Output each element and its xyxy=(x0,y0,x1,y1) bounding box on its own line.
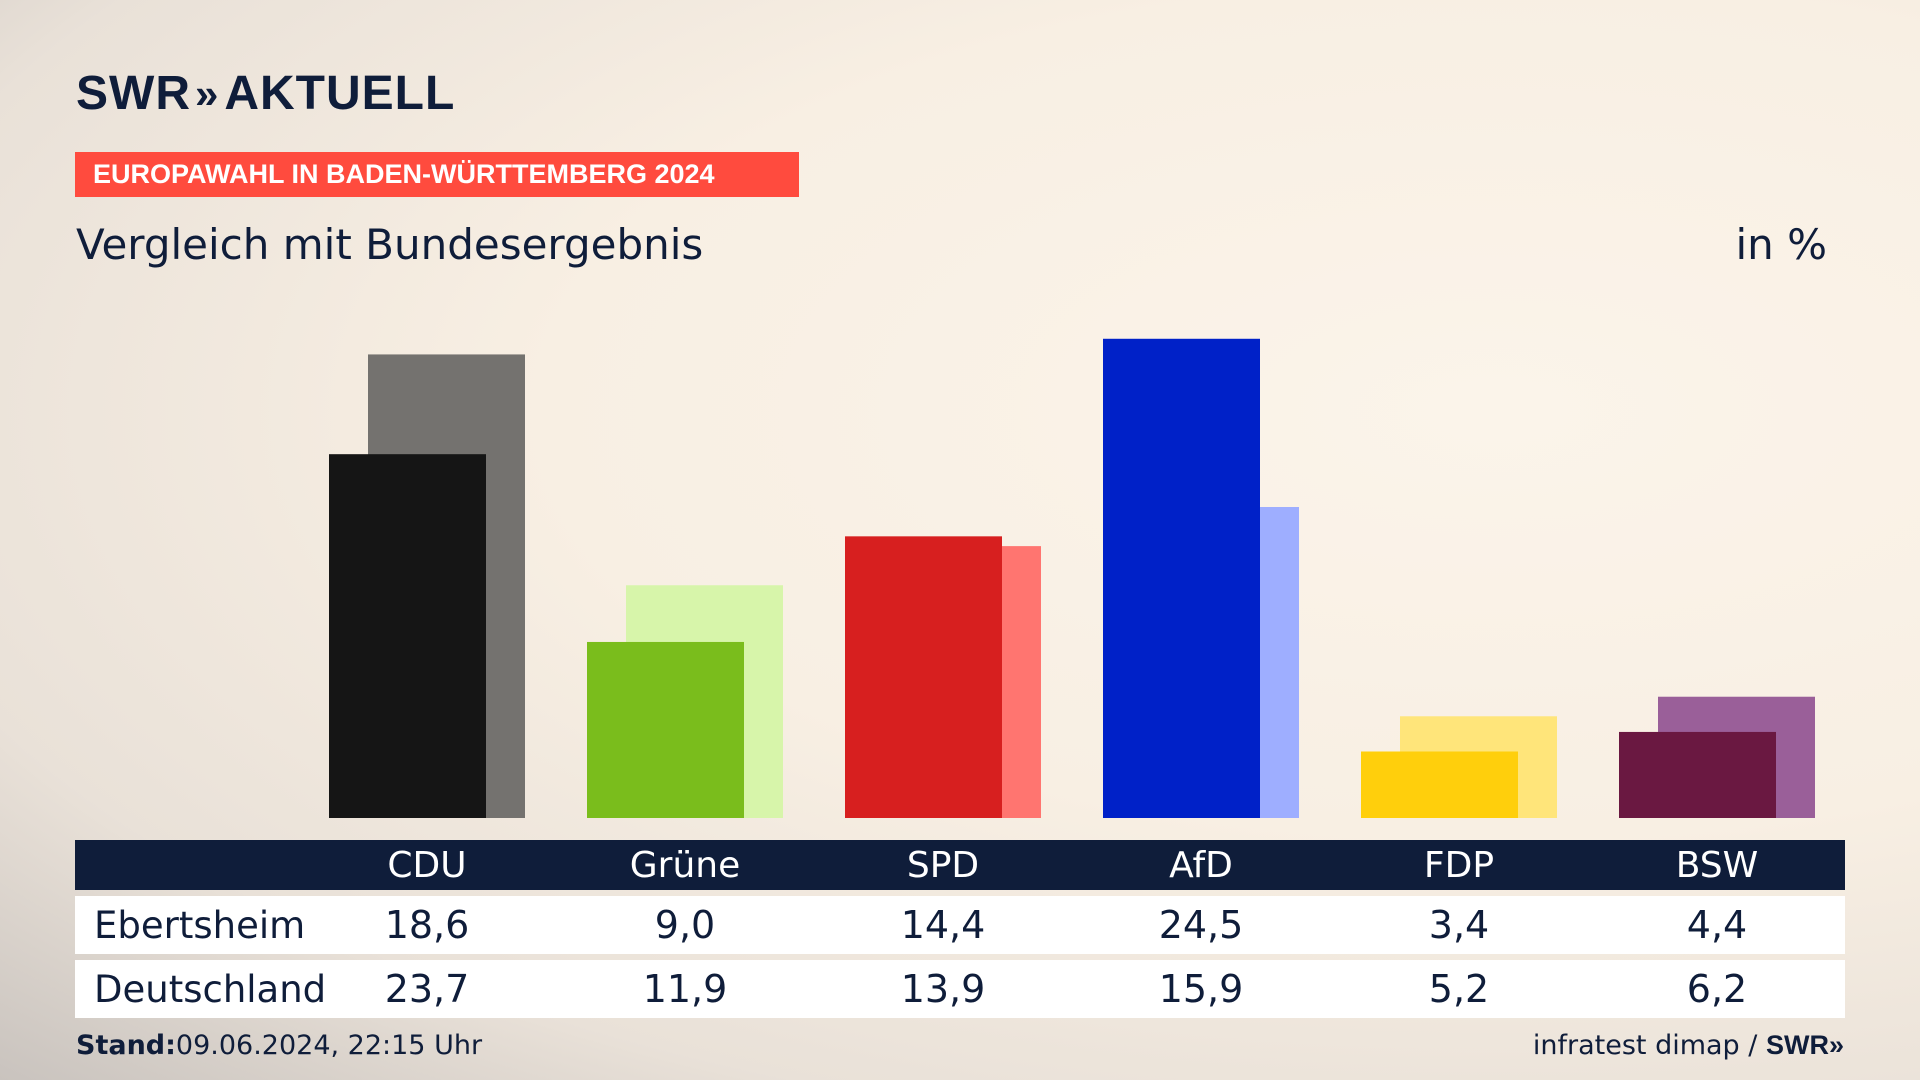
logo-swr-text: SWR xyxy=(76,67,191,120)
unit-label: in % xyxy=(1735,220,1827,269)
bar-cdu-ebertsheim xyxy=(329,454,486,818)
header-spd: SPD xyxy=(906,844,980,886)
table-row-ebertsheim: Ebertsheim 18,6 9,0 14,4 24,5 3,4 4,4 xyxy=(75,896,1845,954)
results-table: CDU Grüne SPD AfD FDP BSW Ebertsheim 18,… xyxy=(75,840,1845,1018)
table-cell: 24,5 xyxy=(1158,903,1244,947)
source-credit: infratest dimap / SWR» xyxy=(1533,1030,1844,1061)
table-cell: 3,4 xyxy=(1428,903,1490,947)
swr-aktuell-logo: SWR » AKTUELL xyxy=(76,66,455,121)
swr-brand-mark: SWR» xyxy=(1765,1030,1844,1060)
source-text: infratest dimap / xyxy=(1532,1030,1758,1061)
table-cell: 4,4 xyxy=(1686,903,1748,947)
bar-spd-ebertsheim xyxy=(845,536,1002,818)
header-fdp: FDP xyxy=(1423,844,1495,886)
bar-afd-ebertsheim xyxy=(1103,338,1260,818)
table-header: CDU Grüne SPD AfD FDP BSW xyxy=(75,840,1845,890)
row-label-ebertsheim: Ebertsheim xyxy=(94,903,306,947)
table-cell: 14,4 xyxy=(900,903,986,947)
table-cell: 18,6 xyxy=(384,903,470,947)
table-cell: 5,2 xyxy=(1428,967,1490,1011)
chart-subtitle: Vergleich mit Bundesergebnis xyxy=(76,220,704,269)
bar-grune-ebertsheim xyxy=(587,641,744,818)
bar-fdp-ebertsheim xyxy=(1361,751,1518,818)
bar-bsw-ebertsheim xyxy=(1619,731,1776,818)
table-cell: 11,9 xyxy=(642,967,728,1011)
stand-value: 09.06.2024, 22:15 Uhr xyxy=(175,1030,483,1061)
table-row-deutschland: Deutschland 23,7 11,9 13,9 15,9 5,2 6,2 xyxy=(75,960,1845,1018)
election-banner: EUROPAWAHL IN BADEN-WÜRTTEMBERG 2024 xyxy=(75,152,799,197)
header-bsw: BSW xyxy=(1675,844,1759,886)
table-cell: 15,9 xyxy=(1158,967,1244,1011)
stand-label: Stand: xyxy=(76,1030,176,1061)
table-cell: 6,2 xyxy=(1686,967,1748,1011)
table-cell: 23,7 xyxy=(384,967,470,1011)
table-cell: 9,0 xyxy=(654,903,716,947)
timestamp: Stand:09.06.2024, 22:15 Uhr xyxy=(76,1030,482,1061)
header-afd: AfD xyxy=(1169,844,1233,886)
header-gruene: Grüne xyxy=(629,844,741,886)
table-cell: 13,9 xyxy=(900,967,986,1011)
logo-aktuell-text: AKTUELL xyxy=(224,67,456,120)
row-label-deutschland: Deutschland xyxy=(94,967,327,1011)
header-cdu: CDU xyxy=(387,844,467,886)
